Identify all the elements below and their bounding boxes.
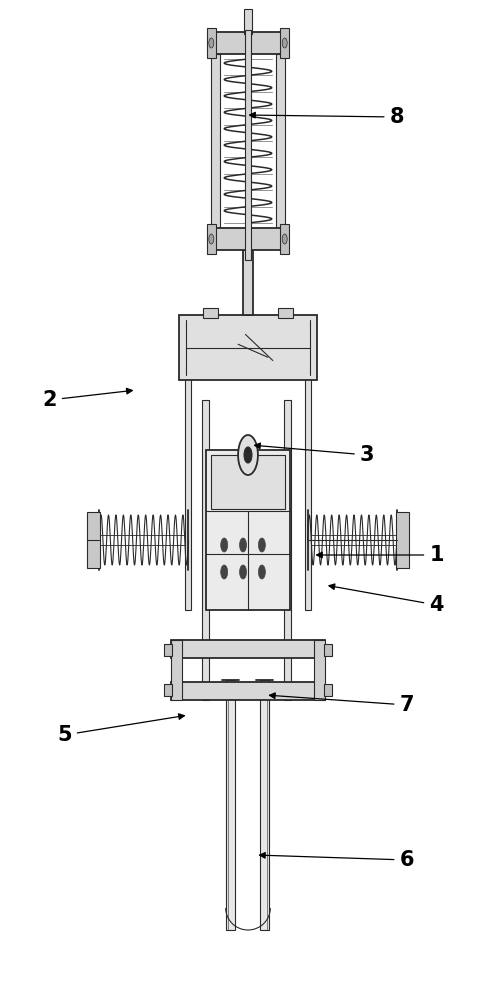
Bar xyxy=(260,680,269,930)
Text: 1: 1 xyxy=(316,545,444,565)
Text: 7: 7 xyxy=(269,693,414,715)
Bar xyxy=(244,9,252,34)
Circle shape xyxy=(258,565,265,579)
Bar xyxy=(280,224,289,254)
Bar xyxy=(87,512,100,568)
Circle shape xyxy=(209,38,214,48)
Bar xyxy=(245,30,251,260)
Circle shape xyxy=(258,538,265,552)
Bar xyxy=(324,684,332,696)
Bar xyxy=(314,640,325,700)
Bar xyxy=(207,224,216,254)
Bar xyxy=(211,32,285,54)
Text: 3: 3 xyxy=(254,443,374,465)
Bar xyxy=(211,228,285,250)
Text: 6: 6 xyxy=(259,850,414,870)
Bar xyxy=(185,315,191,610)
Bar xyxy=(226,680,235,930)
Bar xyxy=(324,644,332,656)
Bar xyxy=(276,54,285,228)
Circle shape xyxy=(221,565,228,579)
Bar xyxy=(179,315,317,380)
Circle shape xyxy=(240,565,247,579)
Text: 5: 5 xyxy=(57,714,185,745)
Bar xyxy=(206,450,290,610)
Circle shape xyxy=(221,538,228,552)
Bar xyxy=(207,28,216,58)
Bar xyxy=(203,308,218,318)
Text: 2: 2 xyxy=(42,388,132,410)
Bar xyxy=(171,640,325,658)
Bar xyxy=(305,315,311,610)
Circle shape xyxy=(209,234,214,244)
Text: 4: 4 xyxy=(329,584,444,615)
Bar xyxy=(284,400,291,700)
Bar xyxy=(202,400,209,700)
Bar xyxy=(211,54,220,228)
Bar xyxy=(396,512,409,568)
Bar xyxy=(164,684,172,696)
Bar xyxy=(171,640,182,700)
Bar xyxy=(280,28,289,58)
Bar xyxy=(164,644,172,656)
Circle shape xyxy=(244,447,252,463)
Circle shape xyxy=(282,38,287,48)
Circle shape xyxy=(282,234,287,244)
Circle shape xyxy=(238,435,258,475)
Circle shape xyxy=(240,538,247,552)
Bar xyxy=(278,308,293,318)
Bar xyxy=(211,455,285,509)
Bar xyxy=(171,682,325,700)
Text: 8: 8 xyxy=(249,107,404,127)
Bar xyxy=(243,250,253,315)
